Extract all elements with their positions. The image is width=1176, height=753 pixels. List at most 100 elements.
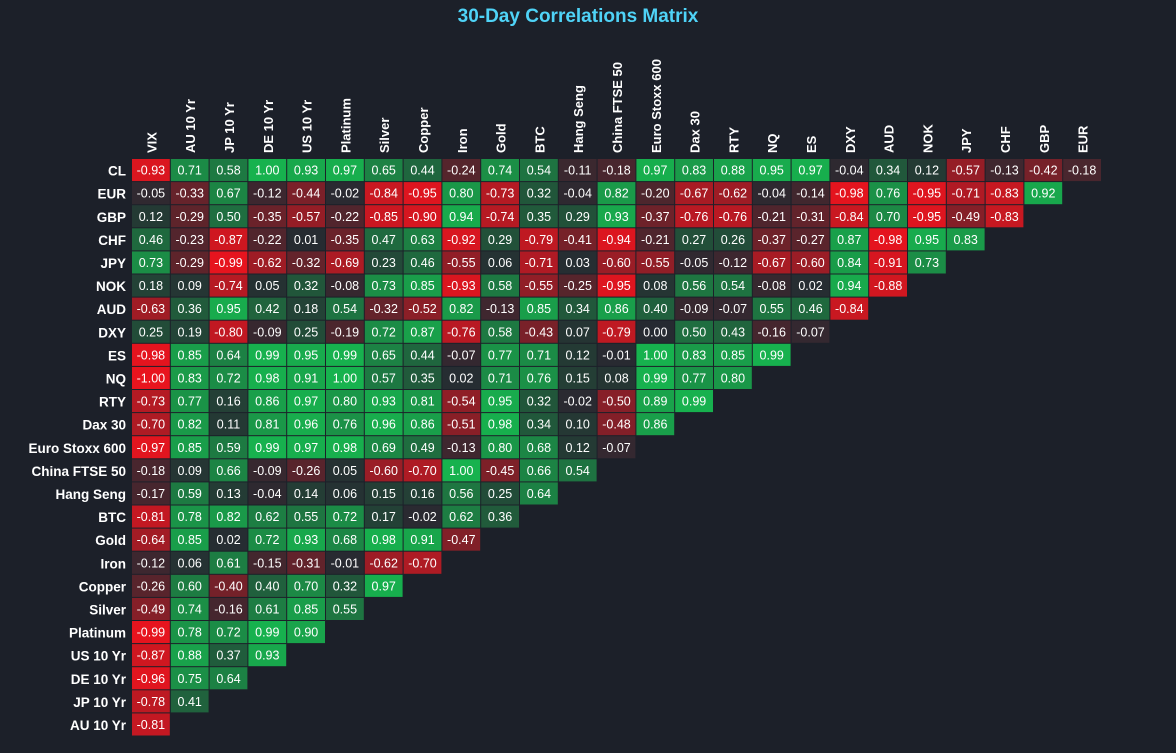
cell-es-hang-seng (558, 343, 597, 366)
cell-es-au-10-yr (170, 343, 209, 366)
cell-jpy-rty (714, 251, 752, 274)
cell-value: 0.99 (255, 626, 279, 640)
cell-value: 0.12 (139, 210, 163, 224)
cell-value: 0.46 (139, 233, 163, 247)
cell-value: 0.82 (178, 418, 202, 432)
cell-value: 0.44 (410, 164, 434, 178)
cell-euro-stoxx-600-gold (481, 436, 519, 459)
row-label-gold: Gold (95, 533, 126, 548)
cell-jpy-vix (132, 251, 170, 274)
cell-value: 0.78 (178, 626, 202, 640)
cell-es-us-10-yr (287, 343, 325, 366)
cell-value: -0.29 (175, 210, 204, 224)
col-label-aud: AUD (882, 125, 897, 153)
cell-value: 0.70 (294, 579, 318, 593)
row-label-dxy: DXY (98, 325, 126, 340)
cell-value: -0.88 (874, 279, 903, 293)
col-label-es: ES (804, 135, 819, 153)
cell-gbp-hang-seng (558, 205, 597, 228)
cell-eur-gold (481, 182, 519, 205)
cell-btc-silver (364, 505, 403, 528)
cell-hang-seng-au-10-yr (170, 482, 209, 505)
cell-value: 0.65 (372, 348, 396, 362)
cell-value: 0.08 (643, 279, 667, 293)
cell-value: 0.54 (721, 279, 745, 293)
cell-value: -0.05 (137, 187, 166, 201)
cell-jpy-hang-seng (558, 251, 597, 274)
cell-value: 0.06 (178, 556, 202, 570)
cell-value: 0.00 (643, 325, 667, 339)
cell-china-ftse-50-silver (364, 459, 403, 482)
cell-es-platinum (326, 343, 364, 366)
cell-value: -0.07 (719, 302, 748, 316)
cell-value: 0.98 (333, 441, 357, 455)
cell-value: -0.81 (137, 510, 166, 524)
cell-chf-nq (752, 228, 791, 251)
cell-value: -1.00 (137, 371, 166, 385)
row-label-copper: Copper (79, 579, 127, 594)
cell-dxy-rty (714, 320, 752, 343)
cell-value: 0.13 (216, 487, 240, 501)
cell-value: -0.94 (602, 233, 631, 247)
cell-cl-de-10-yr (248, 159, 287, 182)
cell-hang-seng-silver (364, 482, 403, 505)
cell-value: -0.22 (253, 233, 282, 247)
row-label-dax-30: Dax 30 (82, 418, 126, 433)
cell-value: 0.89 (643, 395, 667, 409)
cell-value: 0.15 (566, 371, 590, 385)
cell-value: 0.85 (527, 302, 551, 316)
cell-china-ftse-50-vix (132, 459, 170, 482)
cell-value: 0.93 (294, 533, 318, 547)
cell-value: 0.75 (178, 672, 202, 686)
cell-value: 0.98 (372, 533, 396, 547)
cell-gbp-jp-10-yr (209, 205, 248, 228)
col-label-de-10-yr: DE 10 Yr (261, 100, 276, 153)
cell-iron-de-10-yr (248, 551, 287, 574)
cell-aud-vix (132, 297, 170, 320)
cell-chf-jp-10-yr (209, 228, 248, 251)
cell-dax-30-china-ftse-50 (597, 413, 636, 436)
cell-cl-nok (908, 159, 946, 182)
cell-gbp-chf (985, 205, 1024, 228)
cell-value: 0.99 (255, 348, 279, 362)
cell-platinum-de-10-yr (248, 621, 287, 644)
cell-value: 0.99 (760, 348, 784, 362)
cell-value: -0.16 (214, 602, 243, 616)
cell-jpy-aud (869, 251, 907, 274)
cell-value: 0.81 (410, 395, 434, 409)
cell-value: -0.73 (486, 187, 515, 201)
cell-nq-platinum (326, 366, 364, 389)
cell-value: -0.15 (253, 556, 282, 570)
cell-value: 0.16 (216, 395, 240, 409)
row-label-gbp: GBP (97, 210, 126, 225)
cell-value: -0.64 (137, 533, 166, 547)
row-label-rty: RTY (99, 395, 126, 410)
cell-aud-silver (364, 297, 403, 320)
cell-copper-us-10-yr (287, 574, 325, 597)
cell-value: -0.08 (757, 279, 786, 293)
cell-value: -0.60 (602, 256, 631, 270)
cell-value: 0.55 (294, 510, 318, 524)
cell-value: 0.35 (410, 371, 434, 385)
cell-value: 0.72 (216, 626, 240, 640)
cell-value: 0.08 (604, 371, 628, 385)
cell-value: 0.25 (488, 487, 512, 501)
cell-value: 0.85 (294, 602, 318, 616)
col-label-au-10-yr: AU 10 Yr (183, 99, 198, 153)
cell-value: 0.40 (255, 579, 279, 593)
cell-value: 0.47 (372, 233, 396, 247)
cell-value: 0.10 (566, 418, 590, 432)
cell-iron-au-10-yr (170, 551, 209, 574)
cell-value: 0.06 (488, 256, 512, 270)
cell-de-10-yr-au-10-yr (170, 667, 209, 690)
cell-value: 0.29 (566, 210, 590, 224)
cell-value: 0.71 (527, 348, 551, 362)
cell-value: 0.26 (721, 233, 745, 247)
cell-silver-vix (132, 597, 170, 620)
cell-value: -0.20 (641, 187, 670, 201)
row-label-cl: CL (108, 164, 126, 179)
cell-value: 0.85 (410, 279, 434, 293)
cell-value: -0.99 (214, 256, 243, 270)
cell-value: 0.58 (488, 325, 512, 339)
cell-value: 0.94 (837, 279, 861, 293)
